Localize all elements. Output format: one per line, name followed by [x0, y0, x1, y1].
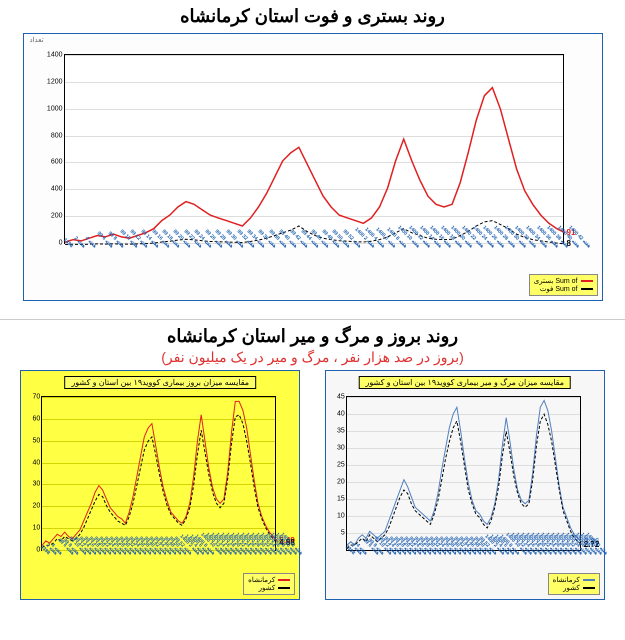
legend-row: Sum of بستری	[534, 277, 593, 285]
br-legend: کرمانشاهکشور	[548, 573, 600, 595]
y-axis-corner: تعداد	[30, 36, 44, 44]
legend-swatch-red	[581, 280, 593, 282]
legend-label-a: Sum of بستری	[534, 277, 578, 285]
bottom-left-plot: 0102030405060705.494.881398هفته 2هفته 4ه…	[41, 396, 276, 551]
bottom-section: روند بروز و مرگ و میر استان کرمانشاه (بر…	[0, 320, 625, 640]
legend-box: Sum of بستری Sum of فوت	[529, 274, 598, 296]
legend-label-b: Sum of فوت	[540, 285, 578, 293]
legend-swatch-black	[581, 288, 593, 290]
bottom-right-chart-frame: مقایسه میزان مرگ و میر بیماری کووید۱۹ بی…	[325, 370, 605, 600]
top-chart-frame: تعداد 02004006008001000120014009181398هف…	[23, 33, 603, 301]
br-banner: مقایسه میزان مرگ و میر بیماری کووید۱۹ بی…	[358, 376, 571, 389]
bottom-right-plot: 510152025303540453.862.721398هفته 2هفته …	[346, 396, 581, 551]
bl-banner: مقایسه میزان بروز بیماری کووید۱۹ بین است…	[64, 376, 256, 389]
small-charts-row: مقایسه میزان بروز بیماری کووید۱۹ بین است…	[0, 366, 625, 604]
top-chart-plot: 02004006008001000120014009181398هفته 2هف…	[64, 54, 564, 244]
bottom-left-chart-frame: مقایسه میزان بروز بیماری کووید۱۹ بین است…	[20, 370, 300, 600]
legend-row: Sum of فوت	[534, 285, 593, 293]
bottom-title: روند بروز و مرگ و میر استان کرمانشاه	[0, 320, 625, 349]
top-section: روند بستری و فوت استان کرمانشاه تعداد 02…	[0, 0, 625, 320]
bottom-subtitle: (بروز در صد هزار نفر ، مرگ و میر در یک م…	[0, 349, 625, 366]
top-title: روند بستری و فوت استان کرمانشاه	[0, 0, 625, 29]
bl-legend: کرمانشاهکشور	[243, 573, 295, 595]
